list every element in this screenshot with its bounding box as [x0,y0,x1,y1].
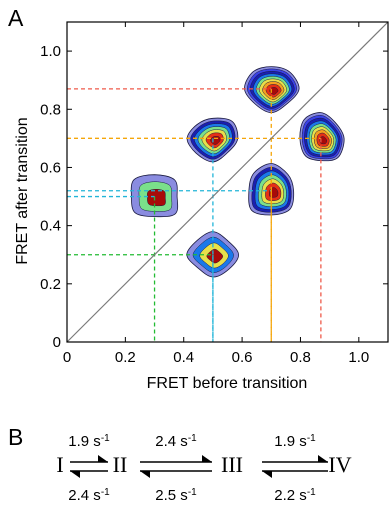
axis-ticks: 0 0.2 0.4 0.6 0.8 1.0 0 0.2 0.4 0.6 0.8 1.0 [40,22,388,366]
contour-peak [130,174,179,218]
backward-rate: 2.2 s-1 [274,487,316,505]
backward-rate: 2.4 s-1 [68,487,110,505]
diagonal-line [66,21,389,343]
forward-arrowhead [98,455,108,462]
y-tick-label: 0.6 [40,159,61,176]
y-axis-label: FRET after transition [14,117,31,264]
contour-peak [299,112,345,162]
x-tick-label: 1.0 [348,349,369,366]
panel-a-label: A [8,5,24,31]
state-label: II [113,452,128,477]
y-tick-label: 0 [53,334,61,351]
contour-peak [186,231,240,278]
contour-plot [130,66,345,278]
panel-b-label: B [8,424,23,450]
forward-rate: 2.4 s-1 [155,433,197,451]
x-tick-label: 0.6 [232,349,253,366]
backward-arrowhead [140,471,150,478]
forward-rate: 1.9 s-1 [274,433,316,451]
state-label: I [56,452,63,477]
x-tick-label: 0.8 [290,349,311,366]
x-tick-label: 0 [63,349,71,366]
kinetic-scheme: I II III IV1.9 s-12.4 s-12.4 s-12.5 s-11.9 … [56,433,351,505]
guide-lines [67,88,322,342]
state-label: IV [328,452,351,477]
forward-arrowhead [202,455,212,462]
state-label: III [221,452,243,477]
backward-rate: 2.5 s-1 [155,487,197,505]
backward-arrowhead [262,471,272,478]
forward-rate: 1.9 s-1 [68,433,110,451]
x-tick-label: 0.4 [173,349,194,366]
forward-arrowhead [318,455,328,462]
plot-frame [66,21,389,343]
contour-level [147,189,166,207]
x-tick-label: 0.2 [115,349,136,366]
y-tick-label: 0.4 [40,218,61,235]
contour-level [206,248,224,264]
y-tick-label: 0.2 [40,276,61,293]
y-tick-label: 1.0 [40,43,61,60]
backward-arrowhead [70,471,80,478]
x-axis-label: FRET before transition [147,375,308,392]
y-tick-label: 0.8 [40,101,61,118]
